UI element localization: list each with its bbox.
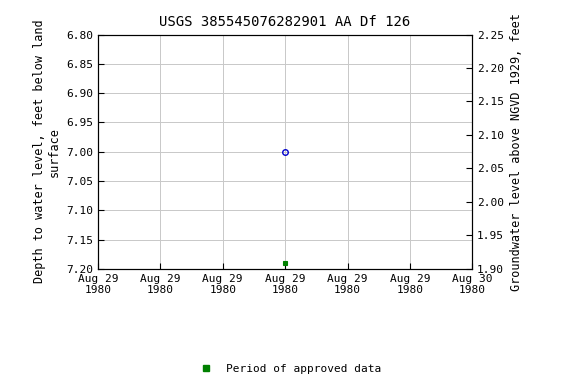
- Legend: Period of approved data: Period of approved data: [191, 359, 385, 379]
- Y-axis label: Groundwater level above NGVD 1929, feet: Groundwater level above NGVD 1929, feet: [510, 13, 523, 291]
- Title: USGS 385545076282901 AA Df 126: USGS 385545076282901 AA Df 126: [160, 15, 411, 29]
- Y-axis label: Depth to water level, feet below land
surface: Depth to water level, feet below land su…: [32, 20, 60, 283]
